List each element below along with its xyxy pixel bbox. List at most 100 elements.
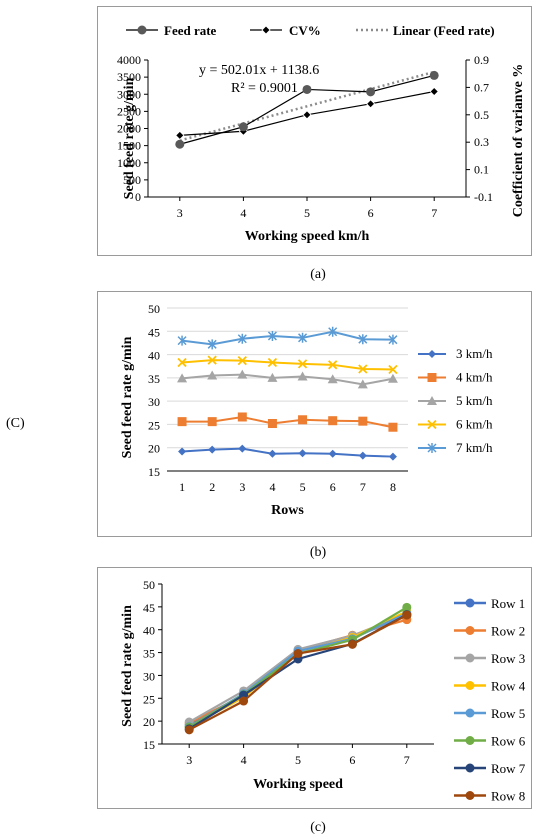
- b-x-tick-label: 2: [209, 480, 215, 494]
- b-series-point: [357, 379, 368, 389]
- b-series-point: [238, 444, 247, 453]
- b-caption: (b): [310, 545, 327, 560]
- b-series-point: [358, 451, 367, 460]
- b-series-point: [297, 371, 308, 381]
- c-legend-marker: [465, 708, 475, 718]
- c-x-tick-label: 5: [295, 753, 301, 767]
- a-x-tick-label: 5: [304, 206, 310, 220]
- a-legend-label-trend: Linear (Feed rate): [393, 23, 495, 38]
- c-legend-label: Row 7: [491, 761, 526, 776]
- b-y-axis-title: Seed feed rate g/min: [120, 336, 135, 458]
- a-legend-marker-cv: [261, 25, 271, 35]
- a-trend-line: [179, 70, 435, 142]
- b-series-point: [388, 334, 398, 345]
- b-series-line: [182, 415, 394, 429]
- b-y-tick-label: 35: [148, 372, 160, 386]
- b-y-tick-label: 40: [148, 349, 160, 363]
- a-y-tick-label: 1500: [117, 139, 141, 153]
- panel-a-frame: [97, 6, 532, 256]
- c-legend-label: Row 2: [491, 624, 525, 639]
- b-x-tick-label: 6: [330, 480, 336, 494]
- a-legend-label-cv: CV%: [289, 23, 321, 38]
- a-caption: (a): [310, 267, 326, 282]
- b-series-point: [298, 332, 308, 343]
- c-series-point: [239, 696, 249, 706]
- b-series-point: [267, 357, 278, 368]
- a-y2-tick-label: -0.1: [474, 190, 493, 204]
- c-series-point: [293, 648, 303, 658]
- b-series-point: [268, 449, 277, 458]
- b-legend-marker: [428, 350, 436, 358]
- c-series-point: [402, 610, 412, 620]
- c-x-tick-label: 3: [186, 753, 192, 767]
- b-legend-marker: [427, 419, 437, 430]
- b-series-point: [237, 333, 247, 344]
- b-series-point: [267, 330, 277, 341]
- b-x-tick-label: 4: [269, 480, 275, 494]
- a-cv-point: [175, 130, 185, 140]
- b-series-point: [358, 334, 368, 345]
- b-series-point: [177, 373, 188, 383]
- a-y-tick-label: 0: [135, 190, 141, 204]
- chart-a: 0 500 1000 1500 2000 2500 3000 3500 4000 -0.1 0.1 0…: [117, 23, 526, 282]
- c-legend-marker: [465, 736, 475, 745]
- b-series-point: [328, 326, 338, 337]
- b-y-tick-label: 15: [148, 465, 160, 479]
- b-series-point: [298, 449, 307, 458]
- b-y-tick-label: 30: [148, 395, 160, 409]
- c-series-point: [347, 639, 357, 649]
- b-series-point: [328, 416, 338, 426]
- b-legend-label: 5 km/h: [456, 393, 493, 408]
- b-series-point: [207, 355, 217, 365]
- b-legend-label: 7 km/h: [456, 440, 493, 455]
- c-legend-label: Row 3: [491, 651, 525, 666]
- a-x-tick-label: 4: [240, 206, 246, 220]
- b-series-point: [237, 369, 248, 379]
- b-series-point: [387, 373, 398, 383]
- a-cv-point: [302, 110, 312, 120]
- b-y-tick-label: 45: [148, 325, 160, 339]
- a-x-axis-title: Working speed km/h: [245, 229, 370, 244]
- b-series-line: [181, 373, 394, 386]
- c-y-tick-label: 40: [143, 624, 155, 638]
- panel-b-frame: [97, 291, 532, 537]
- c-legend-marker: [465, 763, 475, 773]
- a-y-tick-label: 500: [123, 173, 141, 187]
- a-legend-label-feed-rate: Feed rate: [164, 23, 217, 38]
- b-series-point: [388, 422, 398, 432]
- a-y-tick-label: 3500: [117, 70, 141, 84]
- a-cv-point: [366, 99, 376, 109]
- b-legend-marker: [427, 443, 437, 453]
- b-legend-label: 3 km/h: [456, 346, 493, 361]
- b-legend-label: 6 km/h: [456, 417, 493, 432]
- c-legend-label: Row 1: [491, 596, 525, 611]
- b-series-point: [267, 372, 278, 382]
- a-feed-rate-point: [238, 122, 248, 132]
- a-feed-rate-point: [429, 70, 439, 80]
- a-y-tick-label: 3000: [117, 87, 141, 101]
- b-y-tick-label: 25: [148, 418, 160, 432]
- b-legend-marker: [427, 373, 437, 382]
- b-series-line: [181, 359, 393, 371]
- c-x-tick-label: 4: [241, 753, 247, 767]
- c-x-tick-label: 7: [404, 753, 410, 767]
- b-series-point: [208, 445, 217, 454]
- a-feed-rate-point: [175, 139, 185, 149]
- c-x-tick-label: 6: [349, 753, 355, 767]
- b-x-tick-label: 8: [390, 480, 396, 494]
- b-series-point: [298, 415, 308, 425]
- b-series-line: [182, 447, 393, 458]
- a-feed-rate-point: [366, 87, 376, 97]
- c-y-tick-label: 50: [143, 578, 155, 592]
- c-legend-marker: [465, 598, 475, 608]
- b-series-line: [181, 330, 393, 346]
- a-y-tick-label: 1000: [117, 156, 141, 170]
- a-trend-equation: y = 502.01x + 1138.6: [199, 63, 319, 78]
- a-feed-rate-point: [302, 84, 312, 94]
- c-series-point: [184, 725, 194, 735]
- b-series-point: [297, 359, 308, 369]
- c-y-tick-label: 30: [143, 669, 155, 683]
- b-x-tick-label: 5: [300, 480, 306, 494]
